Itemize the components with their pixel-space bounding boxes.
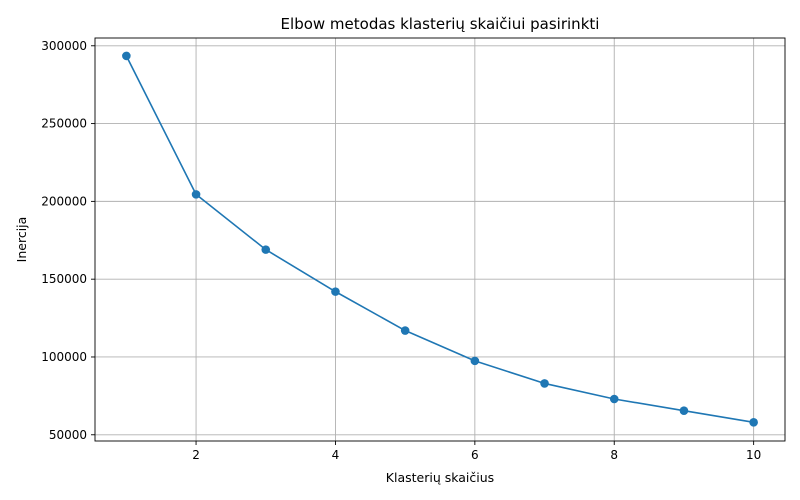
y-tick-label: 200000 bbox=[41, 194, 87, 208]
x-tick-label: 4 bbox=[332, 448, 340, 462]
y-tick-label: 100000 bbox=[41, 350, 87, 364]
data-point bbox=[192, 190, 201, 199]
data-point bbox=[331, 287, 340, 296]
y-tick-label: 300000 bbox=[41, 39, 87, 53]
plot-frame bbox=[95, 38, 785, 441]
x-tick-label: 6 bbox=[471, 448, 479, 462]
data-point bbox=[610, 395, 619, 404]
data-point bbox=[471, 357, 480, 366]
series-line bbox=[126, 56, 753, 422]
data-point bbox=[749, 418, 758, 427]
y-axis-label: Inercija bbox=[14, 217, 29, 263]
series-layer bbox=[122, 52, 758, 427]
y-tick-label: 50000 bbox=[49, 428, 87, 442]
x-axis-label: Klasterių skaičius bbox=[386, 470, 494, 485]
x-tick-label: 10 bbox=[746, 448, 761, 462]
x-tick-label: 2 bbox=[192, 448, 200, 462]
data-point bbox=[680, 406, 689, 415]
y-tick-label: 250000 bbox=[41, 117, 87, 131]
data-point bbox=[122, 52, 131, 61]
chart-title: Elbow metodas klasterių skaičiui pasirin… bbox=[281, 15, 600, 33]
x-tick-label: 8 bbox=[610, 448, 618, 462]
y-tick-label: 150000 bbox=[41, 272, 87, 286]
data-point bbox=[540, 379, 549, 388]
data-point bbox=[261, 245, 270, 254]
data-point bbox=[401, 326, 410, 335]
grid bbox=[95, 38, 785, 441]
